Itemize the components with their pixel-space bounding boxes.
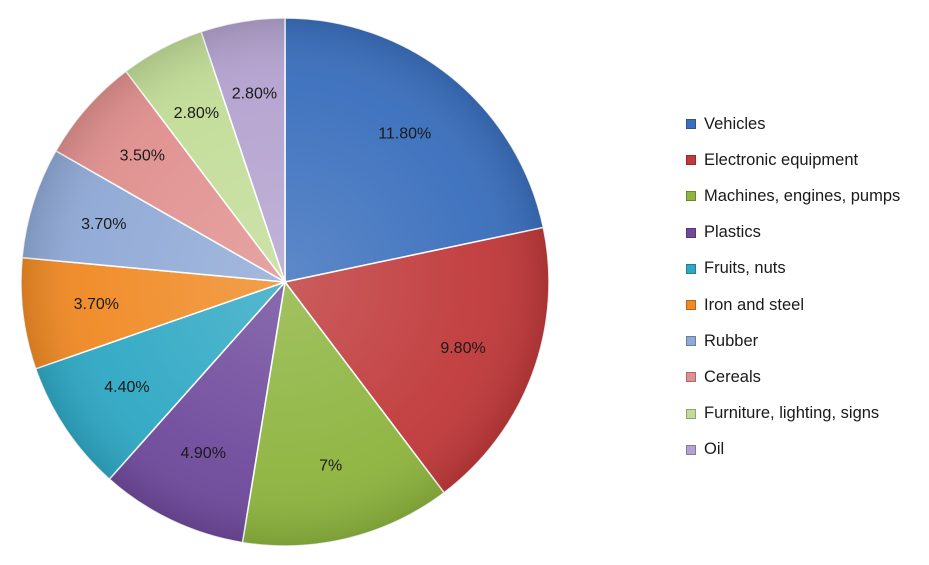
- legend-swatch: [686, 119, 696, 130]
- legend-item: Oil: [686, 432, 929, 468]
- slice-data-label: 9.80%: [440, 340, 485, 357]
- legend-item: Rubber: [686, 323, 929, 359]
- slice-data-label: 3.50%: [120, 148, 165, 165]
- legend-swatch: [686, 444, 696, 455]
- slice-data-label: 2.80%: [232, 86, 277, 103]
- pie-slices: [20, 17, 550, 547]
- legend-label: Machines, engines, pumps: [704, 186, 901, 205]
- legend-item: Electronic equipment: [686, 142, 929, 178]
- legend-item: Fruits, nuts: [686, 251, 929, 287]
- legend-item: Furniture, lighting, signs: [686, 396, 929, 432]
- legend-swatch: [686, 372, 696, 383]
- legend-label: Rubber: [704, 331, 759, 350]
- legend-item: Plastics: [686, 215, 929, 251]
- slice-data-label: 4.90%: [181, 445, 226, 462]
- legend-swatch: [686, 191, 696, 202]
- slice-labels: 11.80% 9.80% 7% 4.90% 4.40% 3.70% 3.70% 3.50% 2.…: [74, 86, 486, 475]
- legend-label: Iron and steel: [704, 295, 804, 314]
- slice-data-label: 7%: [319, 458, 342, 475]
- legend-swatch: [686, 227, 696, 238]
- slice-data-label: 3.70%: [81, 216, 126, 233]
- legend-item: Cereals: [686, 359, 929, 395]
- legend-label: Cereals: [704, 367, 761, 386]
- legend-label: Fruits, nuts: [704, 259, 786, 278]
- legend-label: Plastics: [704, 223, 761, 242]
- legend-item: Vehicles: [686, 106, 929, 142]
- slice-data-label: 11.80%: [378, 126, 431, 143]
- legend-label: Furniture, lighting, signs: [704, 404, 880, 423]
- legend-swatch: [686, 300, 696, 311]
- legend-label: Electronic equipment: [704, 150, 859, 169]
- legend-label: Oil: [704, 440, 725, 459]
- legend-swatch: [686, 263, 696, 274]
- slice-data-label: 3.70%: [74, 296, 119, 313]
- legend-swatch: [686, 408, 696, 419]
- legend-item: Iron and steel: [686, 287, 929, 323]
- slice-data-label: 2.80%: [174, 105, 219, 122]
- legend-swatch: [686, 155, 696, 166]
- slice-data-label: 4.40%: [104, 379, 149, 396]
- legend-label: Vehicles: [704, 114, 766, 133]
- legend: Vehicles Electronic equipment Machines, en…: [686, 106, 929, 468]
- legend-swatch: [686, 336, 696, 347]
- legend-item: Machines, engines, pumps: [686, 178, 929, 214]
